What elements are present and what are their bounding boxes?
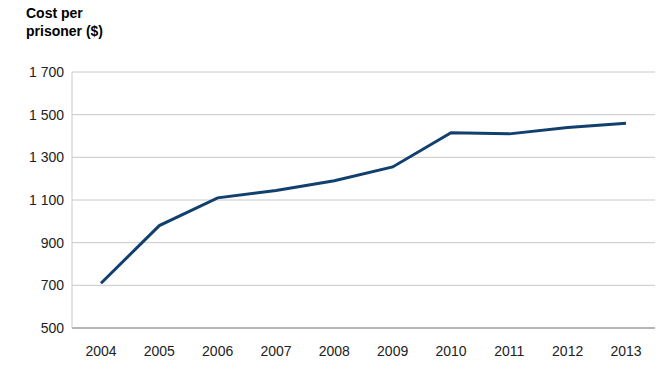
svg-text:2010: 2010 xyxy=(435,343,466,359)
svg-text:2013: 2013 xyxy=(610,343,641,359)
svg-text:500: 500 xyxy=(41,320,65,336)
svg-text:2011: 2011 xyxy=(494,343,524,359)
svg-text:2008: 2008 xyxy=(319,343,350,359)
svg-text:2012: 2012 xyxy=(552,343,583,359)
svg-text:1 500: 1 500 xyxy=(29,107,64,123)
svg-text:2007: 2007 xyxy=(260,343,291,359)
svg-text:1 300: 1 300 xyxy=(29,149,64,165)
svg-text:700: 700 xyxy=(41,277,65,293)
svg-text:1 100: 1 100 xyxy=(29,192,64,208)
svg-text:2004: 2004 xyxy=(85,343,116,359)
svg-text:2005: 2005 xyxy=(144,343,175,359)
svg-text:1 700: 1 700 xyxy=(29,64,64,80)
svg-text:2009: 2009 xyxy=(377,343,408,359)
html-text:Cost per prisoner ($): Cost per prisoner ($) xyxy=(26,5,103,39)
svg-text:2006: 2006 xyxy=(202,343,233,359)
svg-text:900: 900 xyxy=(41,235,65,251)
